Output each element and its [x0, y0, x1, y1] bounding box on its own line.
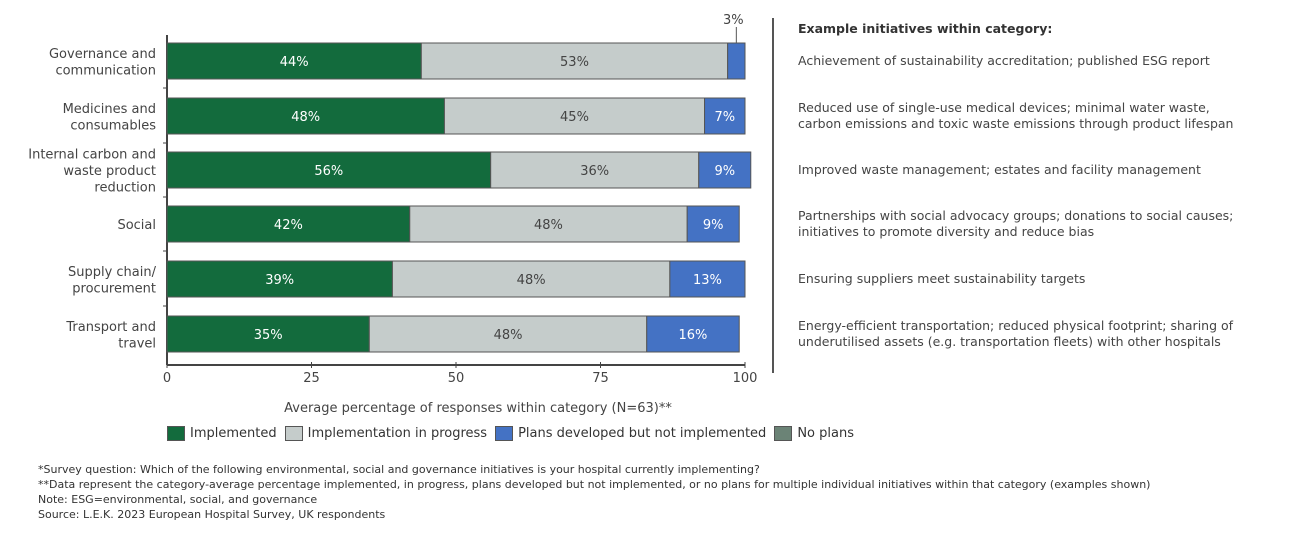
- bar-segment: [166, 205, 411, 243]
- x-tick-label: 100: [733, 371, 758, 386]
- example-line: Achievement of sustainability accreditat…: [798, 53, 1210, 68]
- legend-swatch: [495, 426, 514, 441]
- footnote: **Data represent the category-average pe…: [38, 478, 1151, 491]
- example-line: carbon emissions and toxic waste emissio…: [798, 116, 1234, 131]
- category-label: reduction: [94, 181, 156, 196]
- legend-swatch: [284, 426, 303, 441]
- data-label: 39%: [265, 273, 294, 288]
- category-label: Supply chain/: [68, 265, 157, 280]
- category-label: consumables: [70, 118, 156, 133]
- footnote: Source: L.E.K. 2023 European Hospital Su…: [38, 508, 386, 521]
- x-tick-label: 50: [448, 371, 465, 386]
- legend-label: No plans: [797, 426, 854, 441]
- legend-item: Implemented: [167, 426, 277, 441]
- data-label: 48%: [534, 218, 563, 233]
- examples-title: Example initiatives within category:: [798, 21, 1053, 36]
- data-label: 42%: [274, 218, 303, 233]
- data-label: 7%: [714, 110, 735, 125]
- bar-segment: [166, 42, 422, 80]
- example-line: Improved waste management; estates and f…: [798, 162, 1201, 177]
- bar-segment: [409, 205, 688, 243]
- bar-segment: [166, 260, 393, 298]
- category-label: procurement: [72, 281, 156, 296]
- example-line: Ensuring suppliers meet sustainability t…: [798, 271, 1086, 286]
- category-label: Medicines and: [63, 102, 156, 117]
- example-initiative: Reduced use of single-use medical device…: [798, 100, 1278, 132]
- legend-item: Plans developed but not implemented: [495, 426, 766, 441]
- bar-segment: [646, 315, 740, 353]
- example-line: underutilised assets (e.g. transportatio…: [798, 334, 1221, 349]
- bar-segment: [698, 151, 752, 189]
- bar-segment: [669, 260, 746, 298]
- category-label: Internal carbon and: [28, 148, 156, 163]
- x-tick-label: 0: [163, 371, 171, 386]
- footnotes: *Survey question: Which of the following…: [38, 462, 1150, 522]
- data-label: 35%: [254, 328, 283, 343]
- category-label: Transport and: [65, 320, 156, 335]
- legend-swatch: [167, 426, 185, 441]
- footnote: *Survey question: Which of the following…: [38, 463, 760, 476]
- data-label: 13%: [693, 273, 722, 288]
- example-line: Reduced use of single-use medical device…: [798, 100, 1210, 115]
- bar-segment: [166, 315, 370, 353]
- bar-segment: [490, 151, 700, 189]
- data-label: 56%: [314, 164, 343, 179]
- category-label: Social: [117, 218, 156, 233]
- data-label: 44%: [280, 55, 309, 70]
- data-label: 45%: [560, 110, 589, 125]
- category-label: Governance and: [49, 47, 156, 62]
- legend-label: Implemented: [190, 426, 277, 441]
- data-label: 48%: [517, 273, 546, 288]
- bar-segment: [420, 42, 729, 80]
- bar-segment: [704, 97, 746, 135]
- category-label: waste product: [63, 164, 156, 179]
- data-label: 48%: [291, 110, 320, 125]
- data-label: 9%: [703, 218, 724, 233]
- data-label: 53%: [560, 55, 589, 70]
- x-tick-label: 25: [303, 371, 320, 386]
- divider: [772, 18, 774, 373]
- legend-label: Implementation in progress: [307, 426, 488, 441]
- bar-segment: [686, 205, 740, 243]
- example-initiative: Ensuring suppliers meet sustainability t…: [798, 271, 1278, 287]
- data-label: 16%: [679, 328, 708, 343]
- footnote: Note: ESG=environmental, social, and gov…: [38, 493, 318, 506]
- bar-segment: [166, 97, 445, 135]
- legend-swatch: [774, 426, 793, 441]
- data-label: 48%: [494, 328, 523, 343]
- data-label: 3%: [723, 13, 744, 28]
- x-axis-title: Average percentage of responses within c…: [284, 401, 672, 416]
- legend-item: Implementation in progress: [284, 426, 488, 441]
- example-line: Partnerships with social advocacy groups…: [798, 208, 1234, 223]
- bar-segment: [368, 315, 648, 353]
- category-label: travel: [118, 336, 156, 351]
- bar-segment: [443, 97, 706, 135]
- x-tick-label: 75: [592, 371, 609, 386]
- data-label: 9%: [714, 164, 735, 179]
- legend-item: No plans: [774, 426, 854, 441]
- legend-label: Plans developed but not implemented: [518, 426, 767, 441]
- example-initiative: Improved waste management; estates and f…: [798, 162, 1278, 178]
- example-line: initiatives to promote diversity and red…: [798, 224, 1095, 239]
- bar-segment: [391, 260, 671, 298]
- example-initiative: Energy-efficient transportation; reduced…: [798, 318, 1278, 350]
- example-initiative: Partnerships with social advocacy groups…: [798, 208, 1278, 240]
- data-label: 36%: [580, 164, 609, 179]
- bar-segment: [166, 151, 492, 189]
- bar-segment: [727, 42, 746, 80]
- example-line: Energy-efficient transportation; reduced…: [798, 318, 1234, 333]
- example-initiative: Achievement of sustainability accreditat…: [798, 53, 1278, 69]
- legend: Implemented Implementation in progress Pla…: [167, 426, 854, 441]
- category-label: communication: [55, 63, 156, 78]
